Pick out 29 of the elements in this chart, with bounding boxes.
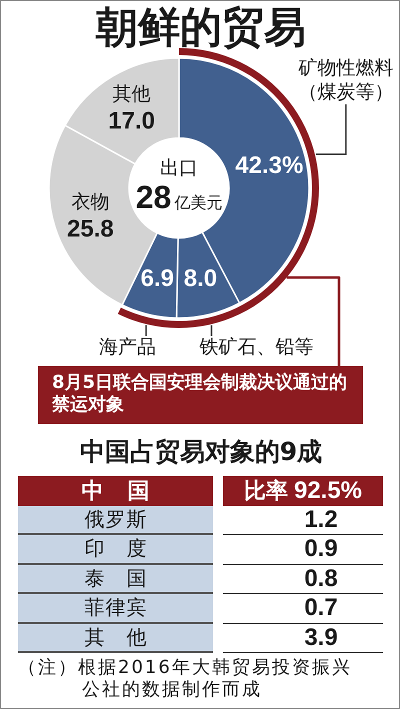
slice-label: 其他 bbox=[112, 82, 151, 105]
data-label: 42.3% bbox=[235, 152, 304, 180]
text: 8月5日联合国安理会制裁决议通过的禁运对象 bbox=[38, 366, 363, 424]
category-label: 菲律宾 bbox=[84, 594, 146, 622]
slice-label: 铁矿石、铅等 bbox=[199, 336, 314, 358]
category-label: 俄罗斯 bbox=[84, 506, 146, 533]
data-label: 0.7 bbox=[304, 594, 338, 622]
data-label: 25.8 bbox=[67, 216, 114, 243]
slice-label: 矿物性燃料（煤炭等） bbox=[298, 56, 394, 104]
data-label: 0.9 bbox=[304, 535, 338, 564]
data-label: 1.2 bbox=[304, 506, 338, 534]
data-label: 6.9 bbox=[140, 264, 174, 292]
category-label: 中国 bbox=[81, 478, 150, 506]
data-label: 0.8 bbox=[304, 564, 338, 593]
category-label: 其他 bbox=[84, 624, 146, 651]
category-label: 泰国 bbox=[84, 564, 146, 592]
data-label: 17.0 bbox=[108, 107, 156, 134]
data-label: 3.9 bbox=[304, 624, 338, 652]
text: 比率 bbox=[244, 478, 288, 506]
slice-label: 海产品 bbox=[99, 336, 156, 358]
text: （注）根据2016年大韩贸易投资振兴公社的数据制作而成 bbox=[18, 657, 353, 701]
category-label: 印度 bbox=[84, 535, 146, 562]
text: 28亿美元 bbox=[136, 179, 222, 215]
data-label: 92.5% bbox=[294, 476, 362, 505]
text: 出口 bbox=[160, 157, 198, 179]
data-label: 8.0 bbox=[184, 265, 218, 292]
slice-label: 衣物 bbox=[71, 191, 110, 214]
chart-title: 朝鲜的贸易 bbox=[95, 2, 306, 52]
text: 中国占贸易对象的9成 bbox=[78, 436, 324, 468]
